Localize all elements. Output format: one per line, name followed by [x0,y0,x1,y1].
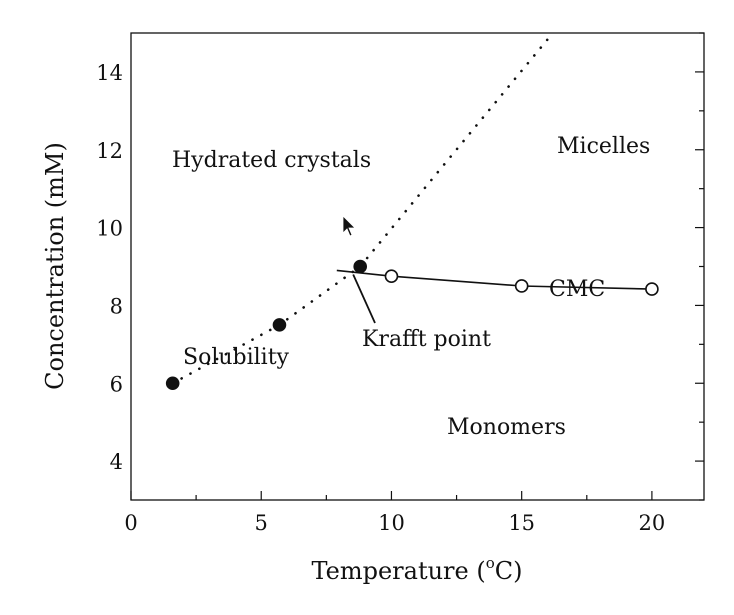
x-tick-label: 5 [255,511,268,535]
cmc-line [336,269,652,290]
y-tick-label: 10 [96,217,123,241]
krafft-point-pointer [352,274,376,324]
x-axis-label-end: C) [495,557,523,585]
y-tick-label: 6 [110,372,123,396]
ticks: 0 5 10 15 20 4 6 8 10 12 14 [96,32,704,535]
plot-area: 0 5 10 15 20 4 6 8 10 12 14 [96,31,705,535]
x-tick-label: 10 [378,511,405,535]
markers [165,259,659,391]
cmc-point [645,282,659,296]
label-monomers: Monomers [447,415,566,440]
y-tick-label: 12 [96,139,123,163]
x-tick-label: 15 [508,511,535,535]
y-tick-label: 8 [110,294,123,318]
y-axis-label: Concentration (mM) [41,142,69,390]
label-solubility: Solubility [183,345,290,370]
x-axis-label: Temperature (oC) [312,554,523,585]
solubility-point [272,318,287,332]
label-micelles: Micelles [557,134,650,159]
label-hydrated-crystals: Hydrated crystals [172,148,371,173]
label-krafft-point: Krafft point [362,327,491,352]
solubility-point [165,376,180,391]
x-axis-label-main: Temperature ( [312,557,486,585]
solubility-point [353,259,368,274]
plot-frame [130,32,705,501]
cmc-point [384,269,399,284]
y-tick-label: 14 [96,61,123,85]
cmc-point [514,279,529,293]
x-tick-label: 20 [639,511,666,535]
label-cmc: CMC [549,277,605,302]
x-axis-label-superscript: o [486,554,495,572]
cursor-icon [342,215,356,237]
x-tick-label: 0 [124,511,137,535]
y-tick-label: 4 [110,450,123,474]
